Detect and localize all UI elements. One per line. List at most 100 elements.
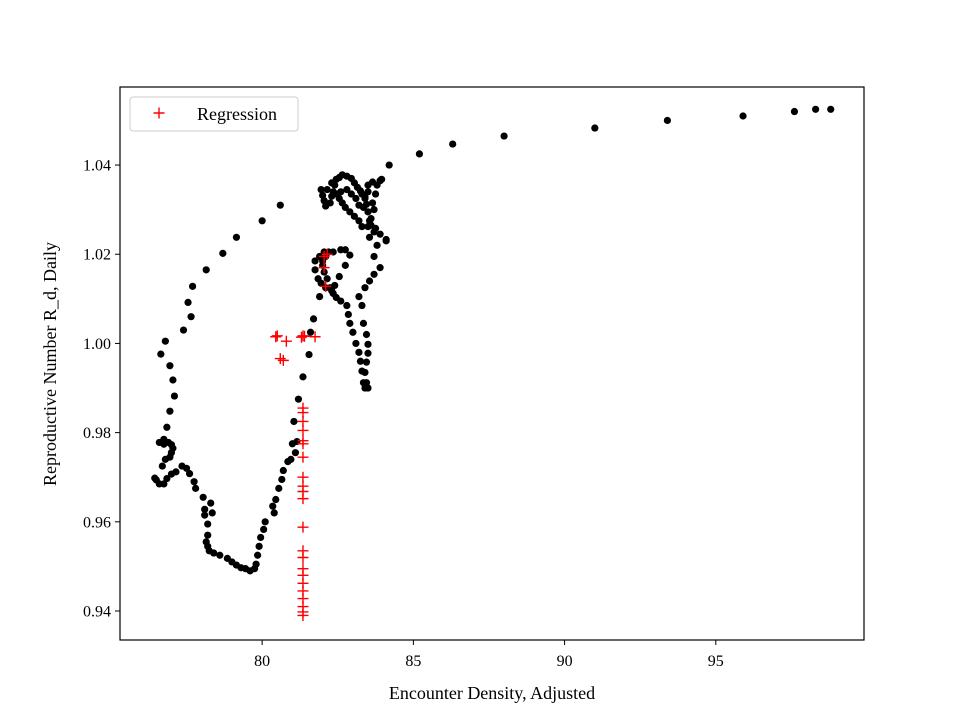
observed-point bbox=[328, 287, 336, 295]
observed-point bbox=[254, 551, 262, 559]
y-tick-label: 0.98 bbox=[83, 425, 111, 442]
observed-point bbox=[255, 542, 263, 550]
observed-point bbox=[343, 185, 351, 194]
observed-point bbox=[184, 298, 192, 307]
observed-point bbox=[170, 392, 179, 400]
observed-point bbox=[216, 551, 224, 559]
observed-point bbox=[827, 105, 835, 113]
observed-point bbox=[284, 458, 292, 466]
observed-point bbox=[179, 326, 188, 334]
observed-point bbox=[187, 313, 195, 321]
observed-point bbox=[337, 188, 345, 196]
observed-point bbox=[341, 261, 349, 269]
observed-point bbox=[376, 264, 384, 272]
observed-point bbox=[739, 112, 747, 120]
observed-point bbox=[190, 478, 198, 486]
x-tick-label: 90 bbox=[557, 653, 573, 670]
observed-point bbox=[346, 319, 354, 327]
observed-point bbox=[331, 281, 339, 290]
observed-point bbox=[341, 246, 349, 254]
observed-point bbox=[378, 175, 386, 183]
legend-frame bbox=[129, 96, 299, 132]
x-tick-label: 95 bbox=[708, 653, 724, 670]
observed-point bbox=[276, 201, 284, 209]
y-tick-label: 0.96 bbox=[83, 514, 111, 531]
regression-point bbox=[298, 330, 310, 342]
observed-point bbox=[306, 328, 315, 336]
observed-point bbox=[316, 293, 324, 301]
legend-label-regression: Regression bbox=[197, 104, 277, 124]
observed-point bbox=[362, 330, 371, 339]
observed-point bbox=[812, 105, 820, 113]
observed-point bbox=[261, 518, 269, 526]
x-axis-label: Encounter Density, Adjusted bbox=[389, 683, 595, 703]
observed-point bbox=[362, 358, 371, 366]
observed-point bbox=[359, 319, 368, 327]
observed-point bbox=[223, 554, 231, 562]
observed-point bbox=[376, 230, 384, 238]
observed-point bbox=[343, 301, 351, 310]
observed-point bbox=[202, 266, 210, 274]
x-tick-label: 80 bbox=[254, 653, 270, 670]
observed-point bbox=[370, 206, 378, 214]
observed-point bbox=[373, 241, 381, 249]
regression-points bbox=[270, 248, 333, 621]
observed-point bbox=[166, 362, 174, 370]
observed-point bbox=[328, 179, 336, 187]
observed-point bbox=[290, 417, 298, 426]
observed-point bbox=[335, 272, 343, 281]
regression-point bbox=[321, 248, 333, 260]
regression-point bbox=[297, 551, 309, 563]
observed-point bbox=[359, 203, 368, 212]
observed-point bbox=[349, 328, 357, 336]
observed-point bbox=[279, 466, 287, 475]
observed-point bbox=[371, 224, 380, 232]
observed-point bbox=[355, 293, 363, 301]
observed-point bbox=[359, 379, 368, 387]
observed-point bbox=[347, 190, 355, 198]
plot-frame bbox=[119, 86, 865, 641]
observed-point bbox=[365, 233, 374, 241]
observed-point bbox=[591, 124, 599, 132]
observed-point bbox=[219, 249, 227, 257]
observed-point bbox=[319, 191, 327, 199]
legend-marker-plus bbox=[153, 107, 165, 119]
observed-point bbox=[314, 275, 322, 283]
observed-point bbox=[364, 222, 372, 231]
observed-point bbox=[275, 484, 283, 492]
observed-point bbox=[449, 140, 457, 148]
observed-point bbox=[311, 257, 319, 265]
legend: Regression bbox=[129, 96, 299, 132]
observed-point bbox=[309, 315, 318, 323]
regression-point bbox=[320, 280, 332, 292]
observed-point bbox=[323, 185, 331, 194]
regression-point bbox=[297, 451, 309, 463]
observed-point bbox=[368, 199, 377, 207]
observed-point bbox=[260, 525, 268, 534]
regression-point bbox=[297, 609, 309, 621]
observed-point bbox=[365, 277, 374, 285]
observed-point bbox=[208, 509, 216, 517]
observed-point bbox=[790, 107, 799, 116]
observed-point bbox=[161, 337, 169, 345]
y-axis-label: Reproductive Number R_d, Daily bbox=[40, 242, 60, 486]
observed-point bbox=[157, 350, 165, 358]
observed-point bbox=[352, 339, 360, 348]
observed-point bbox=[272, 495, 280, 504]
observed-point bbox=[288, 440, 296, 448]
observed-point bbox=[364, 349, 372, 357]
observed-point bbox=[364, 188, 372, 196]
observed-point bbox=[361, 194, 369, 203]
observed-point bbox=[358, 222, 366, 231]
regression-point bbox=[297, 521, 309, 533]
observed-point bbox=[151, 474, 159, 482]
observed-point bbox=[201, 511, 209, 519]
observed-point bbox=[160, 435, 168, 443]
observed-point bbox=[185, 470, 194, 478]
regression-point bbox=[318, 262, 330, 274]
observed-point bbox=[199, 493, 207, 501]
y-tick-label: 1.02 bbox=[83, 247, 111, 264]
observed-point bbox=[356, 357, 365, 365]
observed-point bbox=[350, 212, 358, 220]
